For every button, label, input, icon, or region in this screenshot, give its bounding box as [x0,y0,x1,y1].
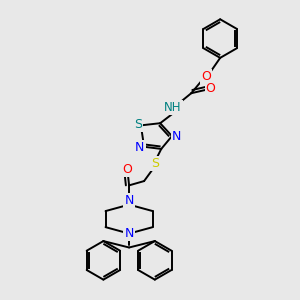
Text: N: N [124,194,134,207]
Text: N: N [124,227,134,240]
Text: O: O [206,82,215,95]
Text: O: O [122,163,132,176]
Text: N: N [172,130,181,142]
Text: S: S [151,158,159,170]
Text: O: O [201,70,211,83]
Text: N: N [135,141,145,154]
Text: NH: NH [164,100,182,114]
Text: S: S [134,118,142,131]
